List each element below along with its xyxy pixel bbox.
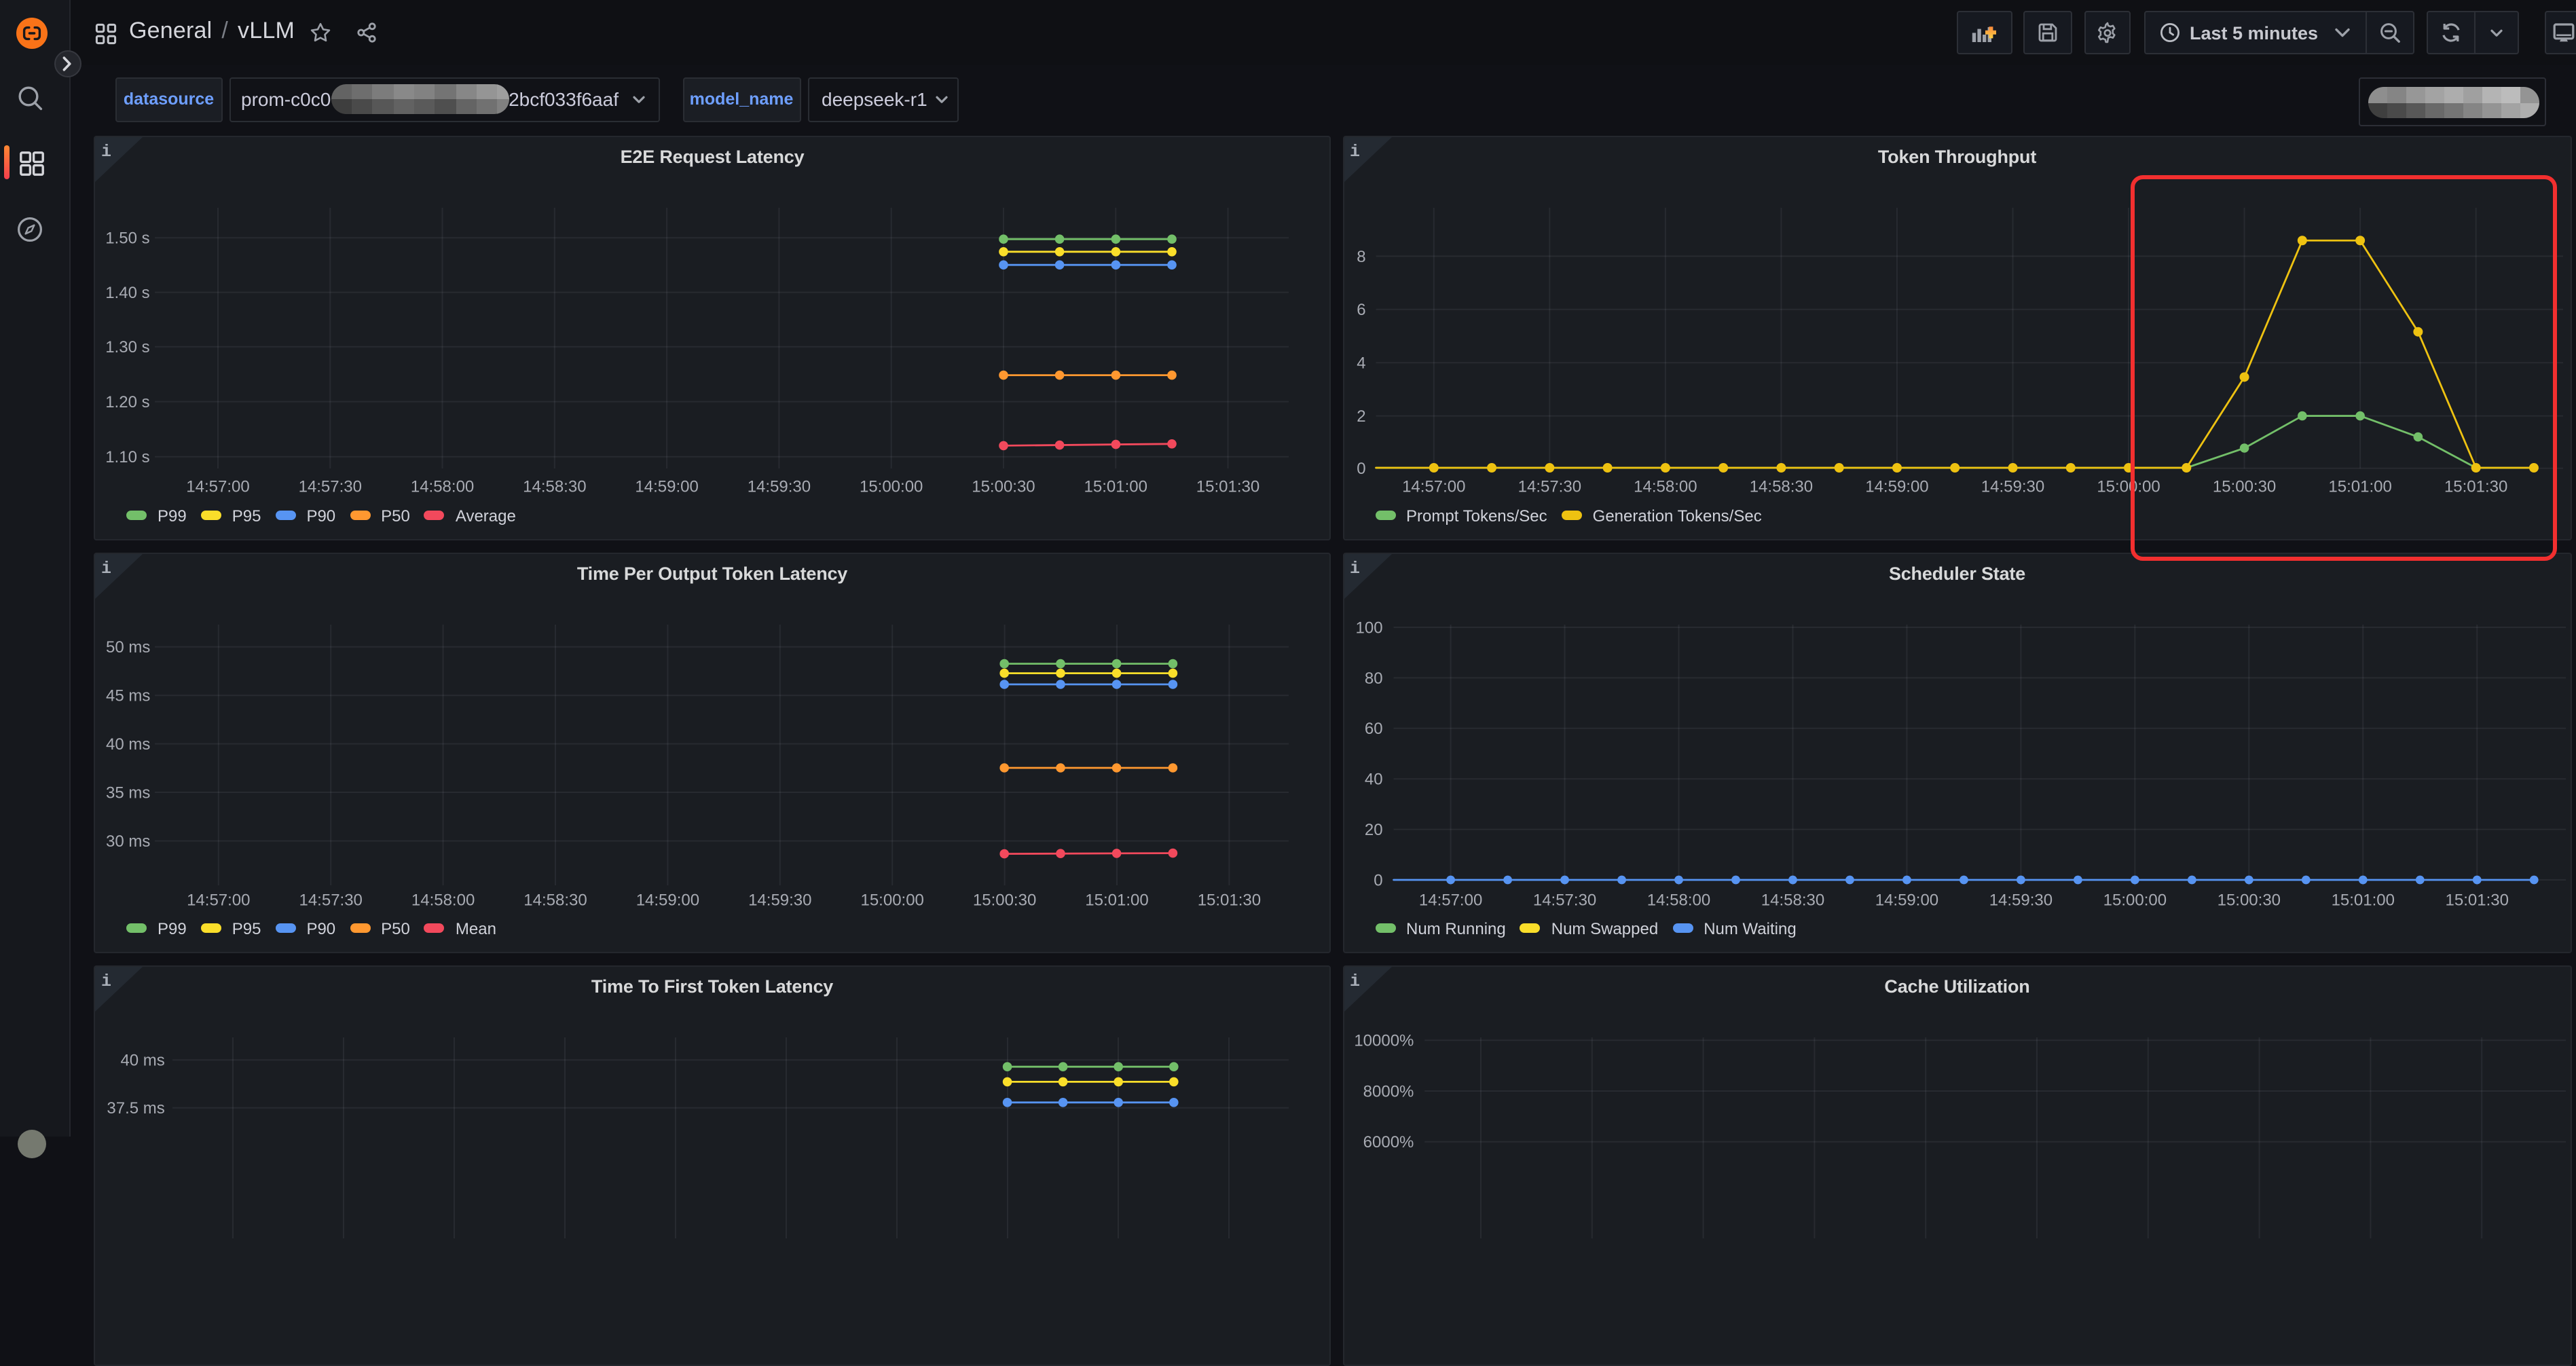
svg-text:15:01:00: 15:01:00 <box>2331 891 2394 909</box>
svg-text:14:57:00: 14:57:00 <box>186 477 249 496</box>
svg-text:15:00:30: 15:00:30 <box>2217 891 2280 909</box>
svg-text:60: 60 <box>1364 720 1382 738</box>
svg-text:40: 40 <box>1364 771 1382 789</box>
svg-text:15:00:00: 15:00:00 <box>860 891 923 909</box>
svg-text:14:58:00: 14:58:00 <box>411 477 474 496</box>
svg-text:15:01:30: 15:01:30 <box>2445 891 2508 909</box>
svg-text:14:58:00: 14:58:00 <box>1633 477 1696 496</box>
svg-text:14:57:30: 14:57:30 <box>299 891 362 909</box>
svg-text:6000%: 6000% <box>1363 1133 1414 1151</box>
svg-text:14:59:30: 14:59:30 <box>1981 477 2044 496</box>
svg-text:50 ms: 50 ms <box>106 638 150 657</box>
svg-text:14:58:00: 14:58:00 <box>1646 891 1710 909</box>
svg-text:14:57:00: 14:57:00 <box>1401 477 1465 496</box>
svg-text:10000%: 10000% <box>1353 1032 1413 1050</box>
svg-text:14:59:30: 14:59:30 <box>1989 891 2052 909</box>
svg-text:1.50 s: 1.50 s <box>105 229 149 248</box>
svg-text:35 ms: 35 ms <box>106 783 150 802</box>
svg-text:100: 100 <box>1355 619 1382 637</box>
svg-text:14:58:30: 14:58:30 <box>523 477 586 496</box>
svg-text:37.5 ms: 37.5 ms <box>107 1099 164 1118</box>
svg-text:14:59:30: 14:59:30 <box>748 477 811 496</box>
svg-text:15:01:00: 15:01:00 <box>1085 891 1148 909</box>
svg-text:40 ms: 40 ms <box>106 735 150 754</box>
svg-text:0: 0 <box>1373 871 1382 889</box>
svg-text:15:00:00: 15:00:00 <box>860 477 923 496</box>
svg-text:15:00:30: 15:00:30 <box>972 477 1035 496</box>
svg-text:14:59:00: 14:59:00 <box>1875 891 1938 909</box>
svg-text:14:58:30: 14:58:30 <box>523 891 587 909</box>
svg-text:8: 8 <box>1356 248 1365 266</box>
svg-text:45 ms: 45 ms <box>106 687 150 705</box>
svg-text:15:00:00: 15:00:00 <box>2103 891 2166 909</box>
svg-text:80: 80 <box>1364 669 1382 688</box>
svg-text:2: 2 <box>1356 407 1365 426</box>
svg-text:15:01:00: 15:01:00 <box>2327 477 2391 496</box>
svg-text:1.20 s: 1.20 s <box>105 393 149 411</box>
svg-text:14:59:00: 14:59:00 <box>635 477 698 496</box>
svg-text:14:59:00: 14:59:00 <box>1864 477 1928 496</box>
svg-text:15:00:00: 15:00:00 <box>2096 477 2159 496</box>
svg-text:14:58:00: 14:58:00 <box>411 891 475 909</box>
svg-text:14:58:30: 14:58:30 <box>1761 891 1824 909</box>
svg-text:14:59:30: 14:59:30 <box>748 891 811 909</box>
svg-text:0: 0 <box>1356 460 1365 478</box>
svg-text:15:01:30: 15:01:30 <box>1198 891 1261 909</box>
svg-text:14:58:30: 14:58:30 <box>1749 477 1812 496</box>
svg-text:14:57:00: 14:57:00 <box>1418 891 1482 909</box>
svg-text:1.30 s: 1.30 s <box>105 338 149 356</box>
svg-text:15:01:30: 15:01:30 <box>2444 477 2507 496</box>
svg-text:14:57:30: 14:57:30 <box>1532 891 1596 909</box>
svg-text:15:00:30: 15:00:30 <box>2212 477 2275 496</box>
svg-text:15:01:30: 15:01:30 <box>1196 477 1259 496</box>
svg-text:6: 6 <box>1356 301 1365 319</box>
svg-text:15:00:30: 15:00:30 <box>973 891 1036 909</box>
svg-text:40 ms: 40 ms <box>120 1052 164 1070</box>
svg-text:14:57:30: 14:57:30 <box>1517 477 1581 496</box>
svg-text:1.40 s: 1.40 s <box>105 284 149 302</box>
svg-text:20: 20 <box>1364 821 1382 839</box>
svg-text:15:01:00: 15:01:00 <box>1084 477 1147 496</box>
svg-text:8000%: 8000% <box>1363 1082 1414 1101</box>
svg-text:14:59:00: 14:59:00 <box>636 891 699 909</box>
svg-text:14:57:00: 14:57:00 <box>187 891 250 909</box>
svg-text:4: 4 <box>1356 354 1365 373</box>
svg-text:30 ms: 30 ms <box>106 832 150 851</box>
svg-text:1.10 s: 1.10 s <box>105 448 149 466</box>
svg-text:14:57:30: 14:57:30 <box>299 477 362 496</box>
